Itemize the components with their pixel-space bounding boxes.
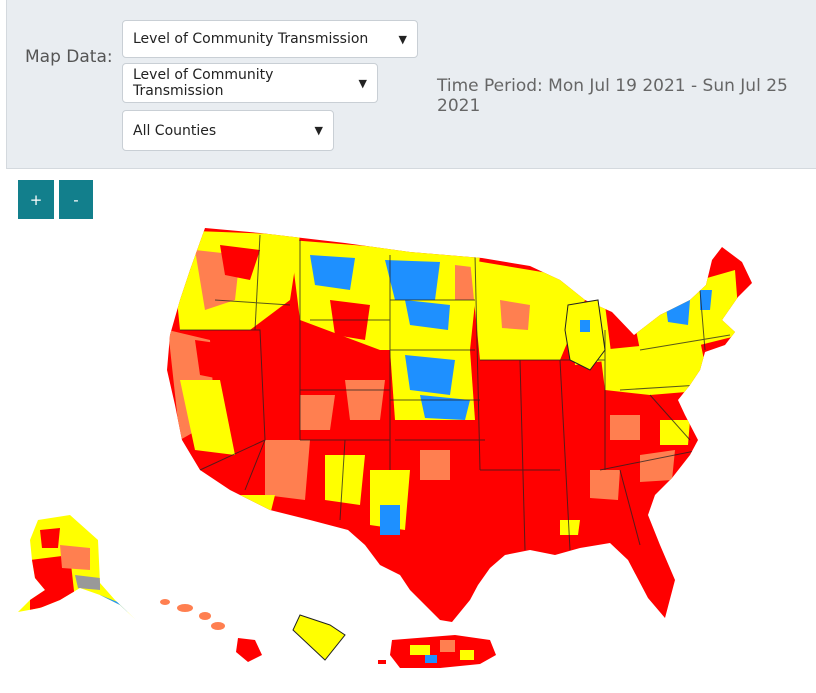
- metric-level-select[interactable]: Level of Community Transmission ▼: [122, 63, 378, 103]
- hawaii-region: [160, 599, 262, 662]
- zoom-in-button[interactable]: +: [18, 180, 54, 219]
- map-controls-panel: Map Data: Level of Community Transmissio…: [6, 0, 816, 169]
- metric-level-select-value: Level of Community Transmission: [133, 67, 274, 99]
- map-metric-select[interactable]: Level of Community Transmission ▼: [122, 20, 418, 58]
- michigan-peninsula: [564, 299, 606, 371]
- puerto-rico-region: [390, 635, 496, 668]
- alaska-region: [18, 515, 136, 620]
- chevron-down-icon: ▼: [314, 124, 323, 137]
- guam-region: [292, 614, 346, 661]
- chevron-down-icon: ▼: [398, 32, 407, 46]
- county-filter-select[interactable]: All Counties ▼: [122, 110, 334, 151]
- contiguous-us-region: [167, 228, 752, 622]
- county-filter-select-value: All Counties: [133, 122, 217, 139]
- map-metric-select-value: Level of Community Transmission: [133, 31, 369, 47]
- time-period-text: Time Period: Mon Jul 19 2021 - Sun Jul 2…: [437, 76, 788, 116]
- us-county-map[interactable]: [0, 170, 816, 693]
- chevron-down-icon: ▼: [358, 76, 367, 90]
- map-data-label: Map Data:: [25, 47, 113, 67]
- zoom-out-button[interactable]: -: [59, 180, 93, 219]
